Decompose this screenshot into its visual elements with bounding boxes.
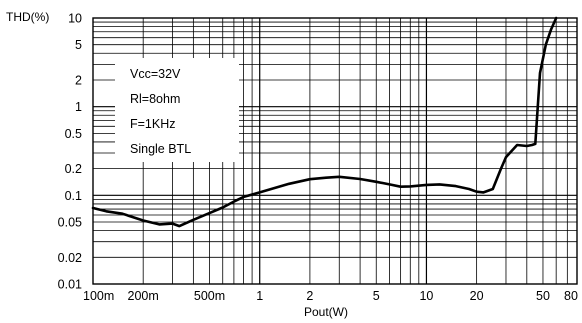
- legend-annotation: F=1KHz: [130, 117, 176, 131]
- x-tick-label: 100m: [83, 289, 114, 303]
- legend-annotation: Vcc=32V: [130, 67, 181, 81]
- y-tick-label: 1: [75, 100, 82, 114]
- legend-box: Vcc=32V Rl=8ohm F=1KHz Single BTL: [115, 58, 239, 162]
- y-tick-label: 10: [68, 12, 82, 26]
- x-tick-label: 2: [306, 289, 313, 303]
- y-tick-label: 2: [75, 73, 82, 87]
- x-tick-label: 10: [419, 289, 433, 303]
- plot-frame: [92, 17, 578, 285]
- legend-background: [115, 58, 239, 162]
- x-tick-label: 5: [373, 289, 380, 303]
- x-tick-label: 80: [564, 289, 578, 303]
- y-tick-labels: 10 5 2 1 0.5 0.2 0.1 0.05 0.02 0.01: [58, 12, 82, 292]
- x-tick-label: 200m: [128, 289, 159, 303]
- y-tick-label: 0.05: [58, 216, 82, 230]
- legend-annotation: Rl=8ohm: [130, 92, 180, 106]
- legend-annotation: Single BTL: [130, 142, 191, 156]
- y-axis-label: THD(%): [6, 10, 49, 24]
- x-tick-label: 500m: [194, 289, 225, 303]
- y-tick-label: 0.1: [65, 189, 82, 203]
- x-tick-label: 20: [470, 289, 484, 303]
- y-tick-label: 5: [75, 38, 82, 52]
- curve-layer: [91, 16, 558, 228]
- y-tick-label: 0.02: [58, 251, 82, 265]
- x-tick-label: 50: [536, 289, 550, 303]
- x-tick-labels: 100m 200m 500m 1 2 5 10 20 50 80: [83, 289, 578, 303]
- thd-series-line: [91, 16, 558, 228]
- x-tick-label: 1: [256, 289, 263, 303]
- y-tick-label: 0.5: [65, 127, 82, 141]
- x-axis-label: Pout(W): [304, 305, 348, 319]
- y-tick-label: 0.2: [65, 162, 82, 176]
- y-tick-label: 0.01: [58, 278, 82, 292]
